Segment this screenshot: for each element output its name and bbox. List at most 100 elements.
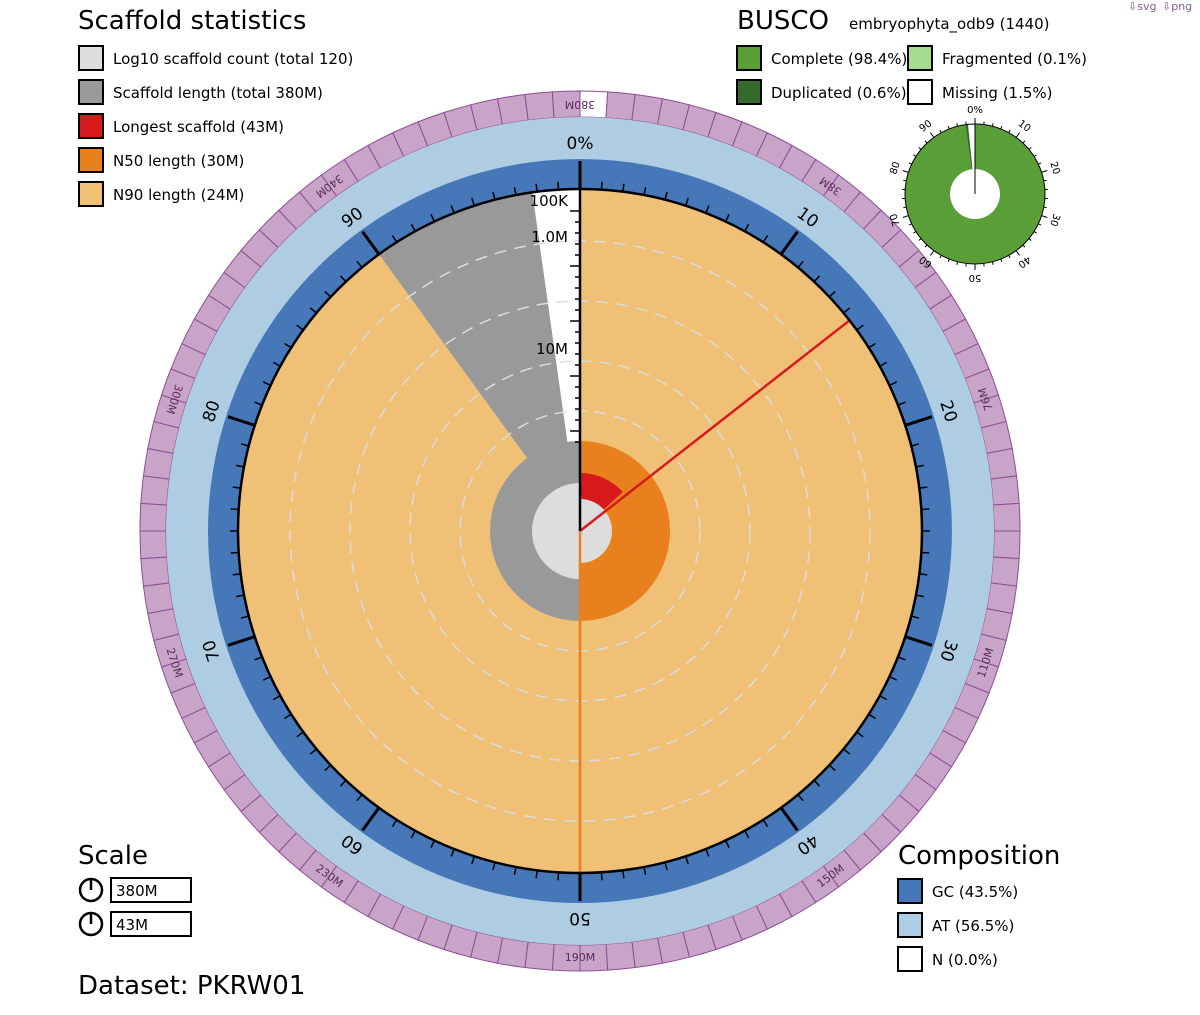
percent-tick	[391, 819, 398, 827]
busco-tick	[939, 255, 942, 259]
percent-tick	[356, 794, 363, 802]
percent-tick	[272, 361, 281, 367]
busco-tick	[991, 261, 994, 265]
download-svg-link[interactable]: ⇩svg	[1128, 0, 1157, 13]
busco-legend-swatch	[736, 79, 762, 105]
percent-tick	[762, 819, 769, 827]
scaffold-stats-title: Scaffold statistics	[78, 6, 306, 36]
percent-tick	[296, 731, 304, 738]
scale-ring-segment	[992, 502, 1021, 532]
scale-ring-segment	[524, 91, 555, 121]
busco-tick-label: 40	[1016, 253, 1033, 269]
busco-tick	[956, 261, 959, 265]
busco-tick-label: 0%	[967, 105, 983, 116]
scale-label-longest: 43M	[116, 916, 148, 934]
composition-legend-swatch	[897, 912, 923, 938]
percent-tick	[921, 551, 930, 554]
busco-tick	[1041, 170, 1048, 173]
download-png-link[interactable]: ⇩png	[1162, 0, 1193, 13]
percent-tick	[868, 342, 876, 349]
percent-tick	[262, 675, 271, 681]
radial-scale-label: 10M	[536, 340, 568, 358]
busco-tick	[1000, 258, 1003, 263]
composition-title: Composition	[898, 841, 1060, 871]
busco-duplicated-slice	[965, 124, 973, 170]
scaffold-stats-legend-swatch	[78, 181, 104, 207]
busco-legend: BUSCO embryophyta_odb9 (1440) Complete (…	[736, 6, 1087, 105]
scale-ring-segment	[139, 530, 168, 560]
percent-tick	[600, 181, 603, 190]
scale-ring-segment	[605, 91, 636, 121]
scaffold-stats-legend-swatch	[78, 113, 104, 139]
percent-tick	[450, 205, 455, 214]
percent-tick	[843, 748, 851, 755]
percent-tick	[911, 443, 920, 447]
scale-legend: Scale 380M 43M	[78, 841, 192, 937]
percent-tick	[227, 635, 256, 647]
percent-tick	[410, 223, 416, 232]
scale-ring-segment	[496, 937, 529, 969]
busco-tick-label: 10	[1016, 118, 1033, 134]
percent-tick	[843, 307, 851, 314]
scale-box	[110, 911, 192, 937]
percent-tick	[430, 840, 436, 849]
percent-tick	[410, 830, 416, 839]
percent-tick	[356, 260, 363, 268]
composition-legend-swatch	[897, 946, 923, 972]
percent-tick	[684, 197, 689, 206]
busco-tick	[918, 147, 922, 150]
scale-ring-segment	[986, 582, 1018, 615]
percent-tick	[236, 594, 245, 598]
busco-legend-label: Fragmented (0.1%)	[942, 50, 1087, 68]
scaffold-stats-legend: Scaffold statistics Log10 scaffold count…	[78, 6, 353, 207]
busco-legend-label: Duplicated (0.6%)	[771, 84, 907, 102]
percent-tick	[430, 213, 436, 222]
busco-title: BUSCO	[737, 6, 829, 36]
busco-tick	[913, 231, 917, 234]
scale-title: Scale	[78, 841, 148, 871]
busco-tick	[1033, 231, 1037, 234]
scale-label-full: 380M	[116, 882, 158, 900]
percent-tick	[492, 191, 496, 200]
scaffold-stats-legend-swatch	[78, 147, 104, 173]
busco-tick	[908, 162, 912, 165]
busco-tick-label: 80	[888, 160, 902, 176]
busco-tick	[929, 132, 935, 138]
busco-tick	[991, 123, 994, 127]
percent-tick	[868, 713, 876, 720]
snail-plot-area: 100K1.0M10M0%102030405060708090380M38M76…	[139, 90, 1021, 972]
busco-tick	[903, 179, 907, 182]
busco-tick	[1015, 132, 1021, 138]
scale-ring-segment	[631, 937, 664, 969]
percent-tick	[284, 342, 292, 349]
percent-tick	[915, 464, 924, 468]
percent-tick	[828, 290, 836, 298]
busco-tick	[918, 238, 922, 241]
percent-tick	[227, 415, 256, 427]
busco-legend-label: Complete (98.4%)	[771, 50, 907, 68]
scale-ring-segment	[990, 556, 1020, 587]
scaffold-stats-legend-swatch	[78, 79, 104, 105]
percent-tick	[232, 573, 241, 576]
scale-ring-segment	[605, 941, 636, 971]
percent-tick	[664, 862, 668, 871]
busco-complete-slice	[905, 124, 1045, 264]
scale-ring-segment	[631, 93, 664, 125]
scale-ring-segment	[142, 447, 174, 480]
busco-tick	[1028, 238, 1032, 241]
radial-scale-label: 1.0M	[531, 228, 568, 246]
scale-box	[110, 877, 192, 903]
percent-tick	[361, 806, 381, 832]
percent-tick	[744, 830, 750, 839]
percent-tick	[643, 187, 647, 196]
busco-tick	[903, 206, 907, 209]
busco-tick	[1043, 206, 1047, 209]
percent-tick	[813, 779, 821, 787]
percent-tick	[240, 615, 249, 619]
percent-tick	[284, 713, 292, 720]
percent-tick	[361, 230, 381, 256]
percent-tick	[879, 361, 888, 367]
busco-tick	[947, 258, 950, 263]
scale-item-longest: 43M	[78, 911, 192, 937]
percent-tick	[471, 856, 476, 865]
